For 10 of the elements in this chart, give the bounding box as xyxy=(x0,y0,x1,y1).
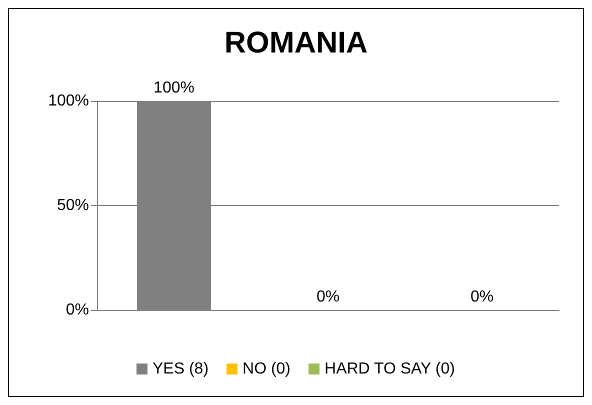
y-tick-label: 50% xyxy=(56,197,89,214)
data-label: 0% xyxy=(316,288,340,306)
chart-title: ROMANIA xyxy=(224,26,368,60)
legend-label: NO (0) xyxy=(242,360,291,378)
legend-label: YES (8) xyxy=(152,360,209,378)
legend-label: HARD TO SAY (0) xyxy=(324,360,455,378)
y-tick-label: 100% xyxy=(48,92,89,110)
y-tick-label: 0% xyxy=(66,302,89,318)
data-label: 100% xyxy=(154,80,194,96)
data-label: 0% xyxy=(470,288,494,306)
